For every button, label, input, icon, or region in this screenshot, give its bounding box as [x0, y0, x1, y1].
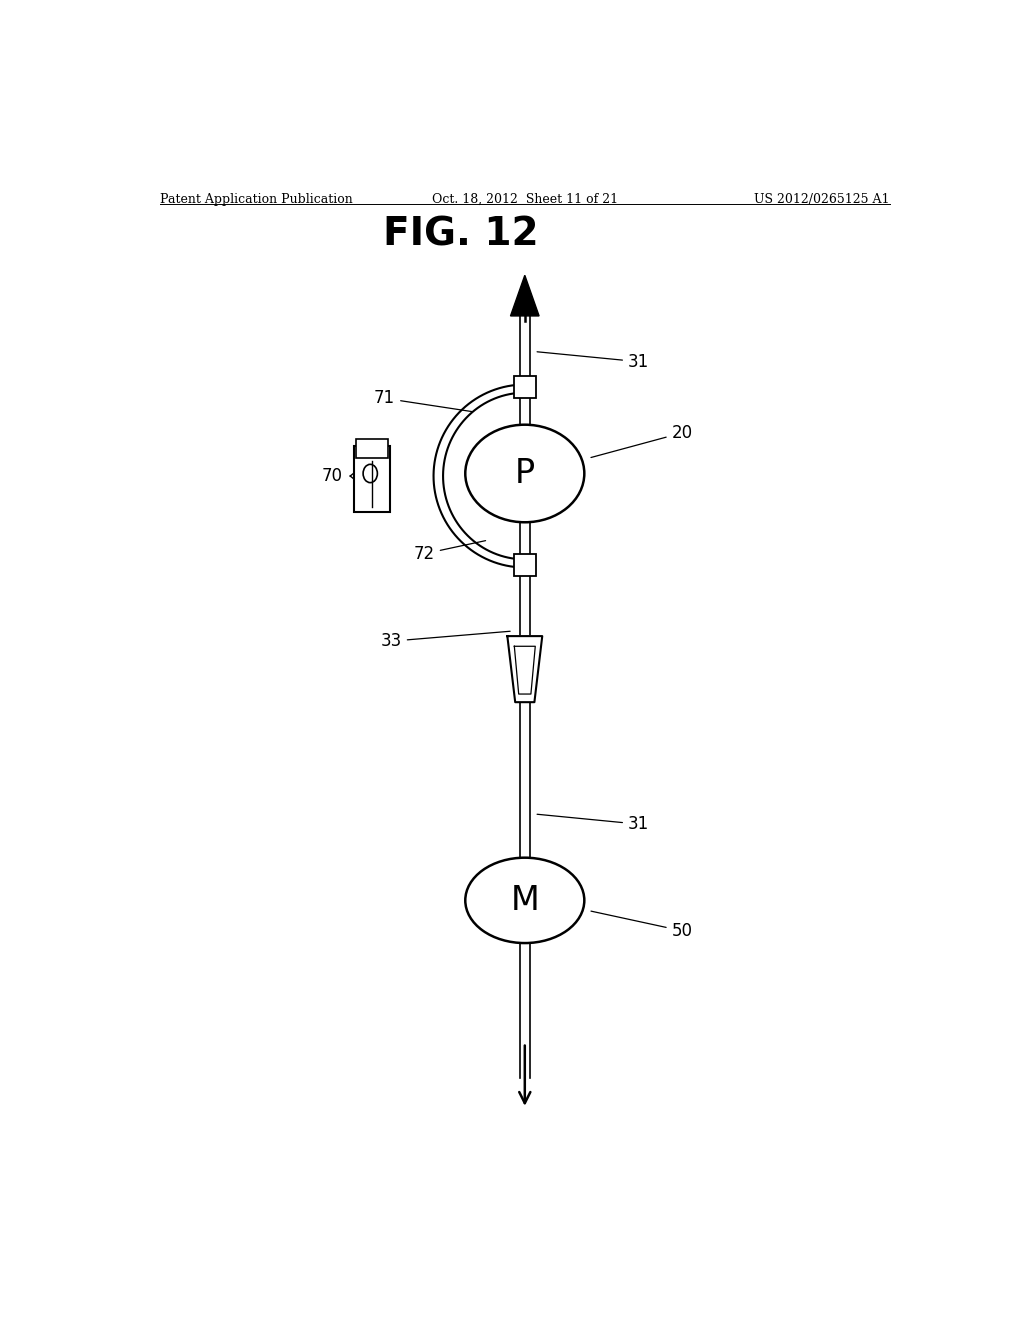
Text: 31: 31	[538, 352, 649, 371]
Text: 33: 33	[381, 631, 510, 651]
Bar	[514, 554, 536, 576]
Text: US 2012/0265125 A1: US 2012/0265125 A1	[755, 193, 890, 206]
Text: 72: 72	[414, 541, 485, 562]
Bar	[356, 440, 388, 458]
Text: FIG. 12: FIG. 12	[384, 215, 539, 253]
Text: P: P	[515, 457, 535, 490]
Polygon shape	[507, 636, 543, 702]
Text: 50: 50	[591, 911, 692, 940]
Ellipse shape	[465, 425, 585, 523]
Text: 71: 71	[367, 449, 387, 467]
Text: 72: 72	[367, 486, 387, 503]
Text: 70: 70	[322, 467, 342, 484]
Text: Patent Application Publication: Patent Application Publication	[160, 193, 352, 206]
FancyBboxPatch shape	[354, 446, 390, 512]
Polygon shape	[511, 276, 539, 315]
Text: 31: 31	[538, 814, 649, 833]
Text: Oct. 18, 2012  Sheet 11 of 21: Oct. 18, 2012 Sheet 11 of 21	[432, 193, 617, 206]
Ellipse shape	[465, 858, 585, 942]
Text: 20: 20	[591, 424, 693, 458]
Bar	[514, 376, 536, 399]
Text: 71: 71	[374, 389, 472, 412]
Circle shape	[364, 465, 378, 483]
Text: M: M	[510, 884, 540, 917]
